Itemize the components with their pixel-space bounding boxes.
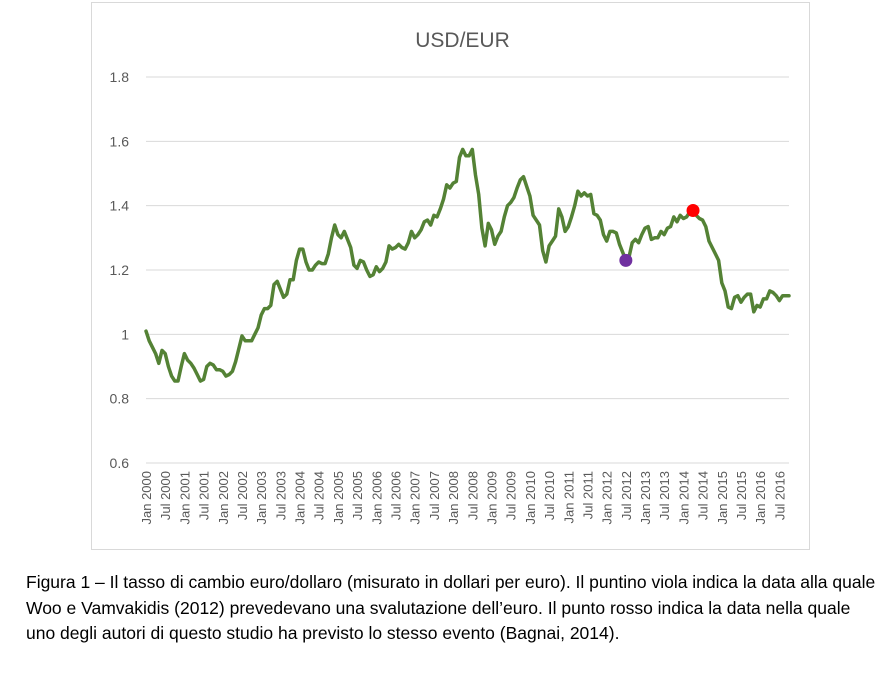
chart-frame: USD/EUR 0.6 0.8 1 1.2 1.4 1.6 1.8 Jan 2000 Jul 20… — [91, 2, 810, 550]
x-tick-label: Jan 2014 — [676, 471, 691, 525]
y-tick-label: 1.6 — [110, 133, 130, 149]
x-tick-label: Jul 2005 — [350, 471, 365, 520]
x-tick-label: Jan 2013 — [638, 471, 653, 525]
x-tick-label: Jan 2010 — [523, 471, 538, 525]
x-tick-label: Jul 2007 — [427, 471, 442, 520]
x-tick-label: Jul 2000 — [158, 471, 173, 520]
x-tick-label: Jan 2009 — [484, 471, 499, 525]
x-tick-label: Jan 2015 — [715, 471, 730, 525]
x-tick-label: Jan 2011 — [561, 471, 576, 524]
x-tick-label: Jul 2003 — [273, 471, 288, 520]
chart-title: USD/EUR — [415, 29, 510, 52]
x-tick-label: Jul 2011 — [580, 471, 595, 519]
x-tick-label: Jan 2008 — [446, 471, 461, 525]
x-tick-label: Jan 2007 — [408, 471, 423, 525]
y-tick-label: 0.6 — [110, 455, 130, 471]
y-tick-label: 1.2 — [110, 262, 130, 278]
x-tick-label: Jul 2010 — [542, 471, 557, 520]
x-tick-label: Jul 2016 — [772, 471, 787, 520]
x-tick-label: Jul 2014 — [696, 471, 711, 520]
x-tick-label: Jul 2008 — [465, 471, 480, 520]
x-tick-label: Jan 2012 — [600, 471, 615, 525]
x-tick-label: Jul 2012 — [619, 471, 634, 520]
x-tick-label: Jul 2013 — [657, 471, 672, 520]
x-tick-label: Jan 2006 — [369, 471, 384, 525]
x-tick-label: Jan 2004 — [293, 471, 308, 525]
x-tick-label: Jul 2001 — [197, 471, 212, 520]
x-tick-label: Jan 2016 — [753, 471, 768, 525]
data-marker — [686, 203, 700, 217]
x-tick-label: Jul 2006 — [389, 471, 404, 520]
x-tick-label: Jul 2015 — [734, 471, 749, 520]
y-tick-label: 0.8 — [110, 391, 130, 407]
series-line — [144, 147, 791, 383]
x-tick-label: Jan 2002 — [216, 471, 231, 525]
x-tick-label: Jan 2003 — [254, 471, 269, 525]
x-tick-label: Jan 2000 — [139, 471, 154, 525]
y-tick-label: 1.8 — [110, 69, 130, 85]
data-marker — [619, 253, 633, 267]
y-tick-label: 1.4 — [110, 198, 130, 214]
y-tick-label: 1 — [121, 326, 129, 342]
x-tick-label: Jul 2009 — [504, 471, 519, 520]
usd-eur-line-chart: USD/EUR 0.6 0.8 1 1.2 1.4 1.6 1.8 Jan 2000 Jul 20… — [110, 29, 791, 525]
figure-caption: Figura 1 – Il tasso di cambio euro/dolla… — [26, 572, 876, 643]
x-tick-label: Jul 2004 — [312, 471, 327, 520]
x-tick-label: Jan 2001 — [177, 471, 192, 525]
x-tick-label: Jul 2002 — [235, 471, 250, 520]
x-tick-label: Jan 2005 — [331, 471, 346, 525]
